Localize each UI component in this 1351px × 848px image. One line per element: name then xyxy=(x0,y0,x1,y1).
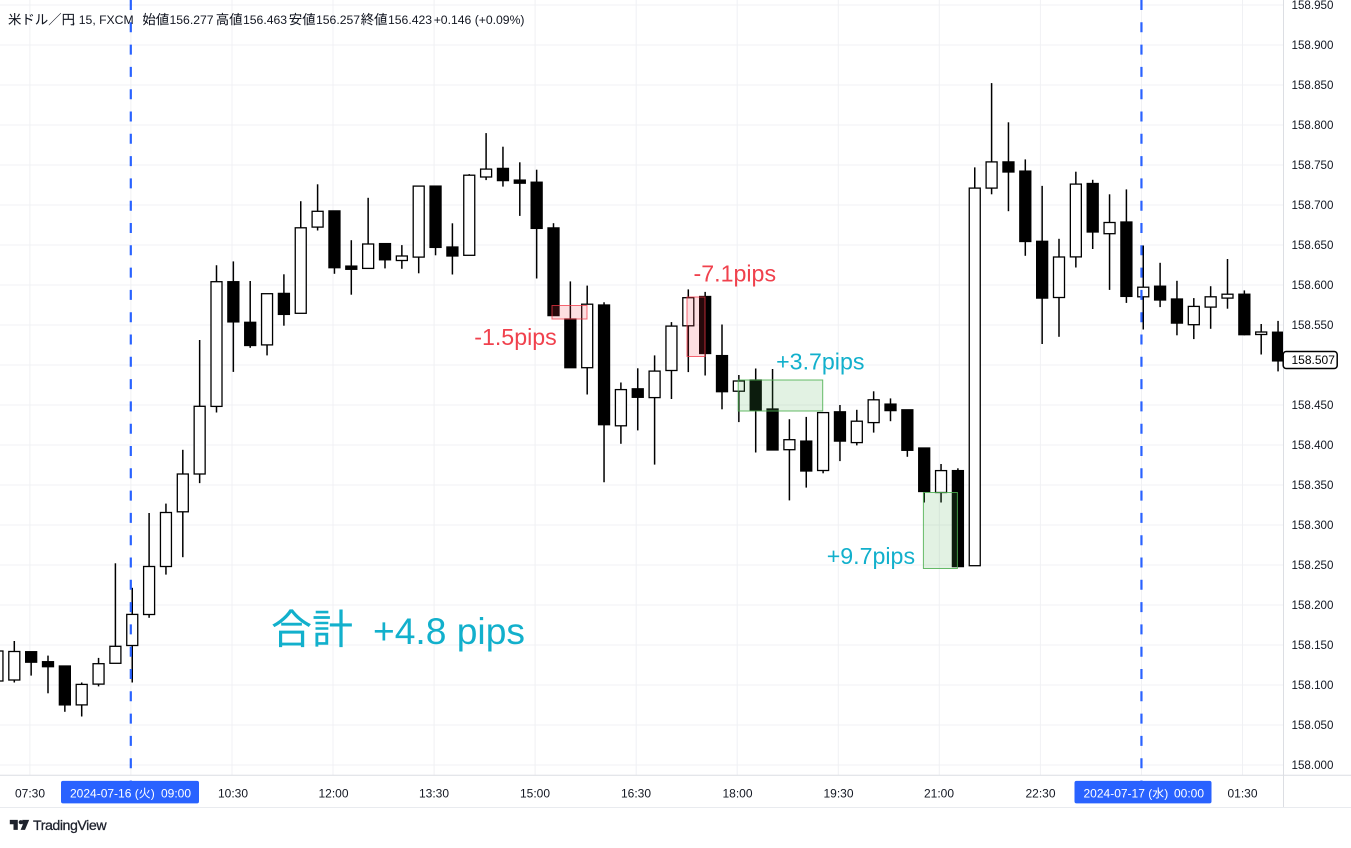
svg-text:158.350: 158.350 xyxy=(1292,479,1334,492)
svg-text:158.600: 158.600 xyxy=(1292,279,1334,292)
svg-text:18:00: 18:00 xyxy=(722,787,752,801)
svg-text:, 15, FXCM: , 15, FXCM xyxy=(72,13,134,27)
svg-text:158.100: 158.100 xyxy=(1292,679,1334,692)
svg-text:10:30: 10:30 xyxy=(218,787,248,801)
svg-text:15:00: 15:00 xyxy=(520,787,550,801)
svg-text:158.400: 158.400 xyxy=(1292,439,1334,452)
svg-text:16:30: 16:30 xyxy=(621,787,651,801)
svg-text:+0.146 (+0.09%): +0.146 (+0.09%) xyxy=(434,13,525,27)
svg-text:158.200: 158.200 xyxy=(1292,599,1334,612)
svg-text:158.550: 158.550 xyxy=(1292,319,1334,332)
svg-text:19:30: 19:30 xyxy=(823,787,853,801)
svg-text:158.750: 158.750 xyxy=(1292,159,1334,172)
svg-text:13:30: 13:30 xyxy=(419,787,449,801)
svg-text:158.507: 158.507 xyxy=(1292,353,1336,367)
svg-text:156.277: 156.277 xyxy=(170,13,214,27)
svg-text:+9.7pips: +9.7pips xyxy=(827,543,915,569)
svg-text:-7.1pips: -7.1pips xyxy=(694,261,777,287)
svg-text:158.700: 158.700 xyxy=(1292,199,1334,212)
svg-text:22:30: 22:30 xyxy=(1025,787,1055,801)
svg-text:09:00: 09:00 xyxy=(161,787,191,801)
svg-text:158.900: 158.900 xyxy=(1292,39,1334,52)
svg-text:158.250: 158.250 xyxy=(1292,559,1334,572)
svg-text:158.800: 158.800 xyxy=(1292,119,1334,132)
svg-text:158.650: 158.650 xyxy=(1292,239,1334,252)
svg-text:): ) xyxy=(151,787,155,801)
svg-text:158.850: 158.850 xyxy=(1292,79,1334,92)
svg-text:2024-07-17 (: 2024-07-17 ( xyxy=(1084,787,1153,801)
svg-text:+3.7pips: +3.7pips xyxy=(776,348,864,374)
svg-text:+4.8 pips: +4.8 pips xyxy=(373,610,525,652)
svg-text:158.950: 158.950 xyxy=(1292,0,1334,12)
svg-text:2024-07-16 (: 2024-07-16 ( xyxy=(70,787,139,801)
svg-text:158.300: 158.300 xyxy=(1292,519,1334,532)
svg-text:158.050: 158.050 xyxy=(1292,719,1334,732)
svg-text:156.463: 156.463 xyxy=(243,13,287,27)
svg-text:07:30: 07:30 xyxy=(15,787,45,801)
svg-text:TradingView: TradingView xyxy=(33,818,107,834)
svg-text:): ) xyxy=(1164,787,1168,801)
svg-text:21:00: 21:00 xyxy=(924,787,954,801)
svg-text:158.150: 158.150 xyxy=(1292,639,1334,652)
svg-text:158.450: 158.450 xyxy=(1292,399,1334,412)
svg-text:158.000: 158.000 xyxy=(1292,759,1334,772)
svg-text:01:30: 01:30 xyxy=(1227,787,1257,801)
svg-text:00:00: 00:00 xyxy=(1174,787,1204,801)
svg-text:156.257: 156.257 xyxy=(316,13,360,27)
svg-text:-1.5pips: -1.5pips xyxy=(474,324,557,350)
svg-text:156.423: 156.423 xyxy=(388,13,432,27)
svg-text:12:00: 12:00 xyxy=(318,787,348,801)
